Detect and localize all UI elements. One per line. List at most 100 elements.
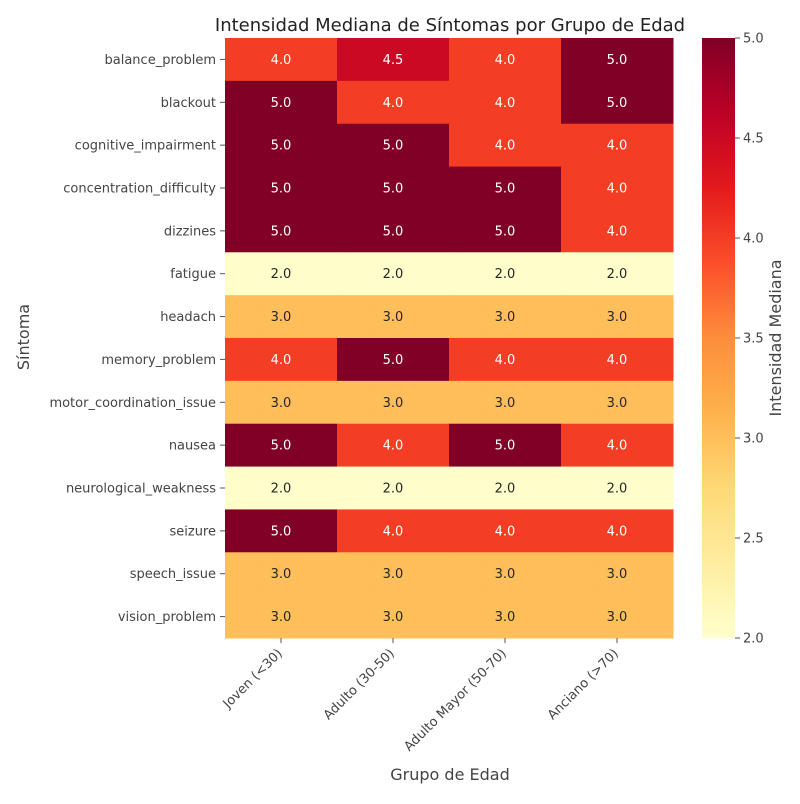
cell-value-label: 4.0 (383, 96, 404, 111)
colorbar-ticks: 2.0 2.5 3.0 3.5 4.0 4.5 5.0 (735, 32, 764, 647)
heatmap-cell (337, 423, 450, 468)
cell-value-label: 2.0 (607, 482, 628, 497)
heatmap-cell (337, 595, 450, 639)
cell-value-label: 4.0 (495, 353, 516, 368)
colorbar (702, 38, 735, 638)
heatmap-cell (225, 509, 338, 553)
cell-value-label: 4.0 (495, 53, 516, 68)
y-tick-label: balance_problem (105, 53, 216, 68)
heatmap-cell (449, 423, 562, 468)
cell-value-label: 5.0 (607, 53, 628, 68)
y-tick-label: blackout (161, 96, 216, 111)
heatmap-cell (449, 380, 562, 425)
cell-value-label: 3.0 (271, 567, 292, 582)
heatmap-cell (561, 423, 674, 468)
cell-value-label: 5.0 (383, 224, 404, 239)
y-tick-label: concentration_difficulty (63, 182, 216, 197)
heatmap-cell (225, 80, 338, 125)
heatmap-cell (561, 466, 674, 510)
heatmap-cell (337, 466, 450, 510)
heatmap-cell (225, 595, 338, 639)
heatmap-cell (449, 80, 562, 125)
y-tick-label: fatigue (170, 267, 216, 282)
cell-value-label: 3.0 (383, 610, 404, 625)
heatmap-cell (225, 423, 338, 468)
cell-value-label: 3.0 (383, 567, 404, 582)
heatmap-cell (225, 209, 338, 253)
heatmap-cell (337, 38, 450, 82)
cell-value-label: 4.0 (607, 182, 628, 197)
heatmap-cell (225, 252, 338, 296)
heatmap-cell (561, 80, 674, 125)
cell-value-label: 2.0 (495, 267, 516, 282)
heatmap-cell (561, 123, 674, 168)
heatmap-cell (337, 166, 450, 210)
cell-value-label: 5.0 (383, 353, 404, 368)
cell-value-label: 3.0 (383, 310, 404, 325)
heatmap-cell (449, 509, 562, 553)
heatmap-cell (561, 166, 674, 210)
cell-value-label: 4.0 (607, 139, 628, 154)
cell-value-label: 3.0 (383, 396, 404, 411)
colorbar-tick-label: 2.0 (743, 632, 764, 647)
y-tick-label: dizzines (164, 224, 216, 239)
cell-value-label: 5.0 (271, 96, 292, 111)
cell-value-label: 4.0 (495, 96, 516, 111)
heatmap-cell (337, 552, 450, 596)
colorbar-tick-label: 3.0 (743, 432, 764, 447)
heatmap-cell (449, 552, 562, 596)
cell-labels: 4.0 4.5 4.0 5.0 5.0 4.0 4.0 5.0 5.0 5.0 4.0 4.0 5.0 5… (271, 53, 628, 625)
heatmap-cell (337, 338, 450, 382)
cell-value-label: 4.0 (271, 353, 292, 368)
heatmap-cell (561, 209, 674, 253)
heatmap-cell (225, 295, 338, 339)
y-tick-label: vision_problem (118, 610, 216, 625)
heatmap-cell (449, 166, 562, 210)
cell-value-label: 5.0 (271, 524, 292, 539)
heatmap-cell (449, 209, 562, 253)
heatmap-cell (225, 38, 338, 82)
y-tick-label: nausea (169, 439, 216, 454)
cell-value-label: 3.0 (495, 567, 516, 582)
heatmap-cell (337, 209, 450, 253)
heatmap-cells (225, 38, 674, 639)
cell-value-label: 5.0 (383, 139, 404, 154)
x-tick-label: Joven (<30) (220, 646, 286, 712)
x-tick-labels: Joven (<30) Adulto (30-50) Adulto Mayor (5… (220, 638, 622, 755)
cell-value-label: 3.0 (495, 396, 516, 411)
cell-value-label: 2.0 (383, 267, 404, 282)
heatmap-cell (449, 123, 562, 168)
chart-title: Intensidad Mediana de Síntomas por Grupo… (215, 15, 685, 36)
cell-value-label: 3.0 (271, 310, 292, 325)
heatmap-cell (337, 380, 450, 425)
y-tick-labels: balance_problem blackout cognitive_impairm… (49, 53, 225, 625)
heatmap-cell (337, 80, 450, 125)
x-tick-label: Anciano (>70) (545, 646, 622, 723)
cell-value-label: 4.0 (607, 353, 628, 368)
colorbar-tick-label: 3.5 (743, 332, 764, 347)
cell-value-label: 3.0 (271, 396, 292, 411)
heatmap-cell (337, 123, 450, 168)
heatmap-cell (337, 509, 450, 553)
cell-value-label: 3.0 (495, 610, 516, 625)
colorbar-label: Intensidad Mediana (766, 259, 785, 416)
heatmap-cell (561, 252, 674, 296)
heatmap-cell (561, 509, 674, 553)
colorbar-tick-label: 2.5 (743, 532, 764, 547)
heatmap-cell (561, 595, 674, 639)
colorbar-tick-label: 5.0 (743, 32, 764, 47)
heatmap-cell (225, 552, 338, 596)
heatmap-cell (225, 338, 338, 382)
y-tick-label: motor_coordination_issue (49, 396, 216, 411)
heatmap-cell (225, 123, 338, 168)
cell-value-label: 5.0 (383, 182, 404, 197)
cell-value-label: 4.0 (495, 524, 516, 539)
cell-value-label: 3.0 (607, 567, 628, 582)
cell-value-label: 3.0 (271, 610, 292, 625)
heatmap-cell (337, 295, 450, 339)
heatmap-cell (561, 380, 674, 425)
heatmap-cell (449, 295, 562, 339)
heatmap-cell (225, 466, 338, 510)
cell-value-label: 2.0 (495, 482, 516, 497)
